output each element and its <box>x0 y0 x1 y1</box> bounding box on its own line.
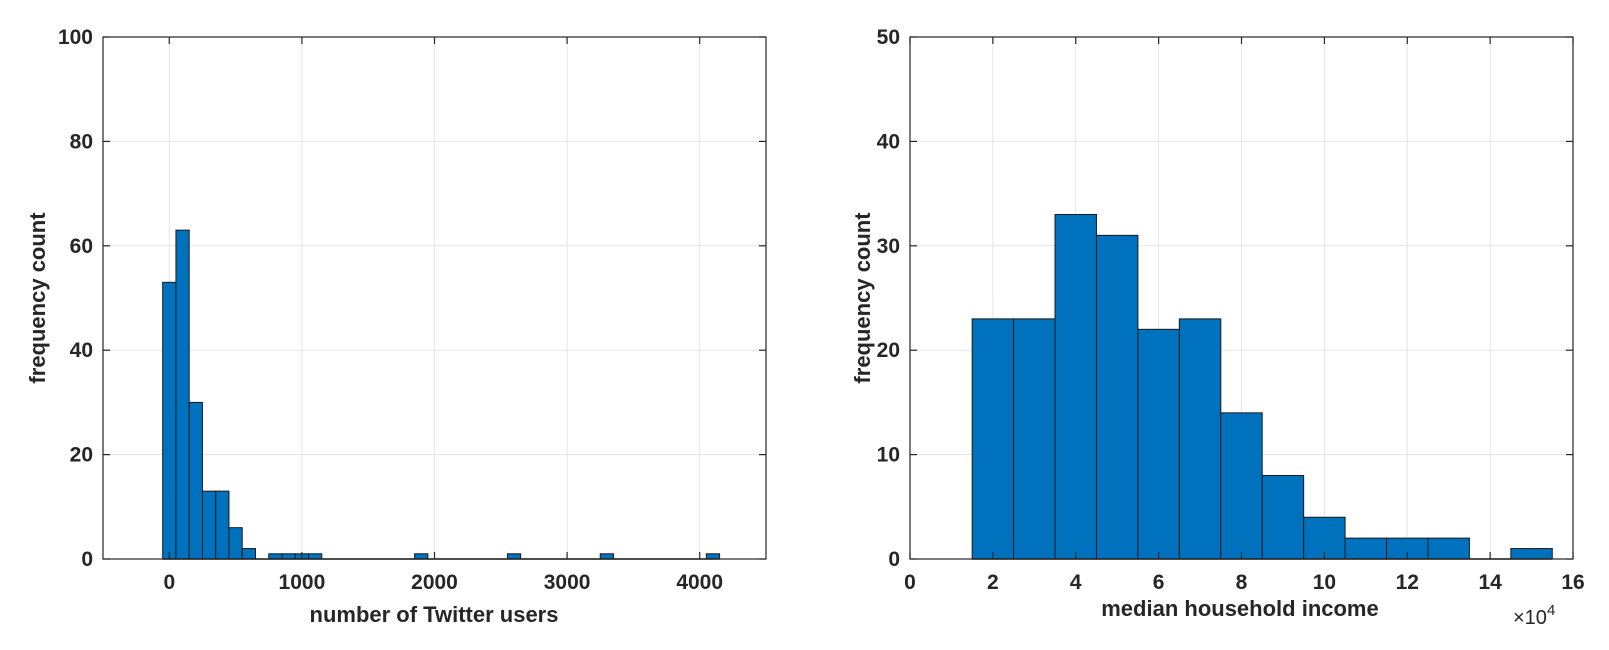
y-tick-label: 50 <box>877 26 900 49</box>
y-tick-label: 0 <box>81 548 93 571</box>
histogram-bar <box>1013 318 1056 560</box>
histogram-bar <box>1095 234 1139 560</box>
chart-household-income-ylabel: frequency count <box>850 212 875 384</box>
histogram-bar <box>506 553 522 560</box>
histogram-bar <box>1137 328 1180 560</box>
y-tick-label: 10 <box>877 444 900 467</box>
x-tick-label: 1000 <box>279 571 326 594</box>
x-tick-label: 12 <box>1396 571 1419 594</box>
histogram-bar <box>281 553 296 560</box>
histogram-bar <box>1220 412 1263 560</box>
x-tick-label: 8 <box>1236 571 1248 594</box>
histogram-bar <box>1178 318 1222 560</box>
x-exponent-power: 4 <box>1547 602 1555 619</box>
histogram-bar <box>414 553 429 560</box>
histogram-bar <box>201 490 217 560</box>
x-tick-label: 6 <box>1153 571 1165 594</box>
histogram-bar <box>1261 474 1305 560</box>
y-tick-label: 100 <box>58 26 93 49</box>
histogram-bar <box>241 548 256 560</box>
histogram-bar <box>1510 548 1553 560</box>
y-tick-label: 30 <box>877 235 900 258</box>
x-tick-label: 3000 <box>544 571 591 594</box>
histogram-bar <box>971 318 1015 560</box>
y-tick-label: 40 <box>877 130 900 153</box>
x-exponent-base: ×10 <box>1513 607 1547 629</box>
chart-household-income-xlabel: median household income <box>1101 596 1378 621</box>
histogram-bar <box>162 281 177 560</box>
y-tick-label: 0 <box>888 548 900 571</box>
x-tick-label: 2 <box>987 571 999 594</box>
x-tick-label: 0 <box>163 571 175 594</box>
chart-twitter-users-xlabel: number of Twitter users <box>310 602 559 627</box>
histogram-bar <box>1427 537 1470 560</box>
histogram-bar <box>1344 537 1388 560</box>
chart-household-income-x-exponent: ×104 <box>1513 602 1555 629</box>
x-tick-label: 14 <box>1478 571 1502 594</box>
y-tick-label: 80 <box>70 130 93 153</box>
x-tick-label: 10 <box>1313 571 1336 594</box>
y-tick-label: 20 <box>70 444 93 467</box>
histogram-bar <box>188 401 203 560</box>
x-tick-label: 0 <box>904 571 916 594</box>
chart-twitter-users: number of Twitter users frequency count … <box>25 26 767 627</box>
histogram-bar <box>308 553 323 560</box>
x-tick-label: 2000 <box>411 571 458 594</box>
histogram-bar <box>599 553 615 560</box>
x-tick-label: 4000 <box>676 571 723 594</box>
histogram-bar <box>215 490 230 560</box>
histogram-bar <box>705 553 721 560</box>
x-tick-label: 16 <box>1561 571 1584 594</box>
histogram-bar <box>268 553 283 560</box>
y-tick-label: 40 <box>70 339 93 362</box>
chart-household-income: median household income frequency count … <box>850 26 1585 629</box>
y-tick-label: 60 <box>70 235 93 258</box>
histogram-bar <box>1054 213 1097 560</box>
x-tick-label: 4 <box>1070 571 1082 594</box>
chart-twitter-users-ylabel: frequency count <box>25 212 50 384</box>
histogram-bar <box>228 527 243 560</box>
histogram-bar <box>175 229 190 560</box>
y-tick-label: 20 <box>877 339 900 362</box>
